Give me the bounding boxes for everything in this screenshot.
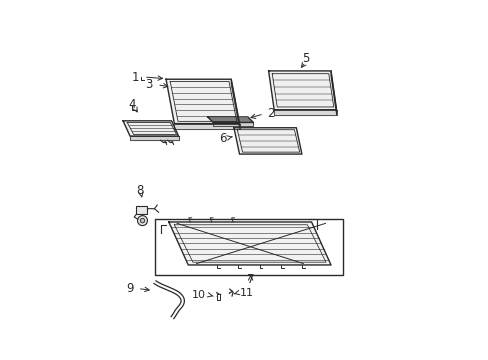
Text: 7: 7 — [246, 273, 254, 286]
Polygon shape — [213, 122, 253, 126]
Circle shape — [137, 216, 147, 226]
Polygon shape — [166, 79, 239, 123]
Text: 8: 8 — [136, 184, 143, 197]
Polygon shape — [168, 222, 330, 265]
Polygon shape — [174, 123, 239, 129]
Text: 10: 10 — [191, 291, 205, 301]
Text: 6: 6 — [218, 131, 226, 144]
Bar — [136, 206, 147, 214]
Polygon shape — [268, 71, 336, 110]
Text: 5: 5 — [301, 52, 308, 65]
Polygon shape — [233, 128, 301, 154]
Text: 3: 3 — [145, 78, 153, 91]
Polygon shape — [231, 79, 239, 129]
Text: 9: 9 — [126, 282, 134, 295]
Bar — [155, 219, 343, 275]
Polygon shape — [274, 110, 336, 115]
Polygon shape — [130, 136, 178, 140]
Text: 11: 11 — [240, 288, 254, 298]
Polygon shape — [123, 121, 178, 136]
Circle shape — [140, 219, 144, 223]
Polygon shape — [330, 71, 336, 115]
Polygon shape — [207, 117, 253, 122]
Text: 2: 2 — [266, 107, 274, 120]
Text: 4: 4 — [128, 98, 136, 111]
Bar — [217, 294, 220, 300]
Text: 1: 1 — [131, 71, 139, 84]
